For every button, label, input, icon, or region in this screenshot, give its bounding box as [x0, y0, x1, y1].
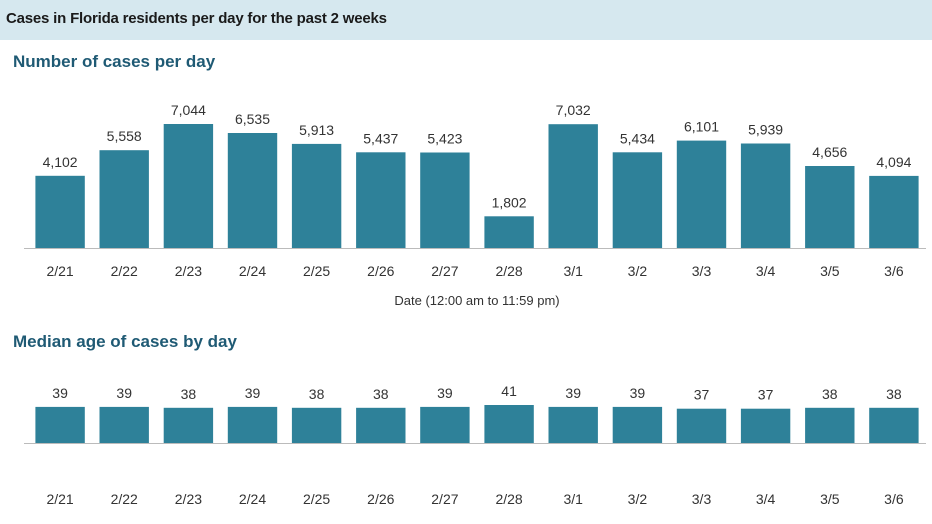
age-data-label: 38: [309, 386, 325, 402]
cases-data-label: 6,535: [235, 111, 270, 127]
age-bar: [869, 407, 919, 443]
cases-x-tick-label: 3/4: [756, 263, 776, 279]
cases-x-tick-label: 3/6: [884, 263, 904, 279]
age-data-label: 37: [694, 387, 710, 403]
cases-data-label: 5,939: [748, 122, 783, 138]
cases-bar: [484, 216, 534, 248]
cases-x-tick-label: 2/27: [431, 263, 458, 279]
age-bar: [740, 408, 791, 443]
age-x-tick-label: 2/28: [495, 491, 522, 507]
age-data-label: 39: [630, 385, 646, 401]
cases-x-tick-label: 2/24: [239, 263, 266, 279]
cases-bar: [548, 124, 598, 248]
cases-data-label: 1,802: [492, 194, 527, 210]
cases-bar: [227, 133, 278, 248]
cases-bar: [420, 152, 470, 248]
cases-bar: [291, 143, 342, 248]
age-x-tick-label: 2/27: [431, 491, 458, 507]
cases-chart-title: Number of cases per day: [13, 52, 216, 71]
age-x-tick-label: 3/2: [628, 491, 648, 507]
age-data-label: 39: [116, 385, 132, 401]
cases-data-label: 5,437: [363, 130, 398, 146]
age-x-tick-label: 2/25: [303, 491, 330, 507]
cases-data-label: 6,101: [684, 119, 719, 135]
age-bar: [99, 406, 149, 443]
cases-data-label: 7,032: [556, 102, 591, 118]
cases-data-label: 5,434: [620, 130, 655, 146]
cases-x-tick-label: 2/26: [367, 263, 394, 279]
cases-bar: [740, 143, 791, 248]
cases-data-label: 7,044: [171, 102, 206, 118]
age-chart-title: Median age of cases by day: [13, 332, 237, 351]
age-data-label: 41: [501, 383, 517, 399]
age-bar: [291, 407, 342, 443]
age-x-tick-label: 3/5: [820, 491, 840, 507]
cases-bar: [869, 175, 919, 248]
age-data-label: 38: [373, 386, 389, 402]
age-bar: [420, 406, 470, 443]
cases-data-label: 4,102: [43, 154, 78, 170]
cases-bar: [676, 140, 727, 248]
age-data-label: 37: [758, 387, 774, 403]
age-x-tick-label: 2/21: [46, 491, 73, 507]
cases-bar: [805, 166, 855, 248]
age-bar: [163, 407, 214, 443]
age-bar: [35, 406, 85, 443]
age-bar: [548, 406, 598, 443]
cases-data-label: 5,558: [107, 128, 142, 144]
cases-x-tick-label: 3/3: [692, 263, 712, 279]
cases-bar: [163, 124, 214, 248]
age-data-label: 39: [565, 385, 581, 401]
cases-x-axis-title: Date (12:00 am to 11:59 pm): [394, 293, 559, 308]
age-data-label: 38: [886, 386, 902, 402]
age-bar: [676, 408, 727, 443]
age-data-label: 39: [437, 385, 453, 401]
cases-data-label: 5,913: [299, 122, 334, 138]
cases-x-tick-label: 2/22: [111, 263, 138, 279]
cases-data-label: 5,423: [427, 131, 462, 147]
cases-x-tick-label: 2/28: [495, 263, 522, 279]
header-bar: Cases in Florida residents per day for t…: [0, 0, 932, 40]
age-x-tick-label: 2/24: [239, 491, 266, 507]
cases-x-tick-label: 3/2: [628, 263, 648, 279]
cases-bar: [99, 150, 149, 248]
age-bar: [805, 407, 855, 443]
age-x-tick-label: 3/6: [884, 491, 904, 507]
cases-x-tick-label: 3/1: [563, 263, 583, 279]
age-x-tick-label: 3/3: [692, 491, 712, 507]
cases-data-label: 4,656: [812, 144, 847, 160]
page-title: Cases in Florida residents per day for t…: [6, 10, 387, 27]
cases-data-label: 4,094: [876, 154, 911, 170]
age-bar: [484, 405, 534, 443]
age-x-tick-label: 3/1: [563, 491, 583, 507]
age-bar: [356, 407, 406, 443]
age-x-tick-label: 3/4: [756, 491, 776, 507]
cases-x-tick-label: 2/25: [303, 263, 330, 279]
cases-x-tick-label: 3/5: [820, 263, 840, 279]
age-data-label: 38: [822, 386, 838, 402]
age-data-label: 39: [245, 385, 261, 401]
age-bar: [612, 406, 663, 443]
cases-bar: [612, 152, 663, 248]
age-x-tick-label: 2/22: [111, 491, 138, 507]
age-data-label: 39: [52, 385, 68, 401]
age-data-label: 38: [181, 386, 197, 402]
cases-x-tick-label: 2/23: [175, 263, 202, 279]
age-x-tick-label: 2/26: [367, 491, 394, 507]
age-x-tick-label: 2/23: [175, 491, 202, 507]
cases-x-tick-label: 2/21: [46, 263, 73, 279]
age-bar: [227, 406, 278, 443]
cases-bar: [356, 152, 406, 248]
cases-bar: [35, 175, 85, 248]
